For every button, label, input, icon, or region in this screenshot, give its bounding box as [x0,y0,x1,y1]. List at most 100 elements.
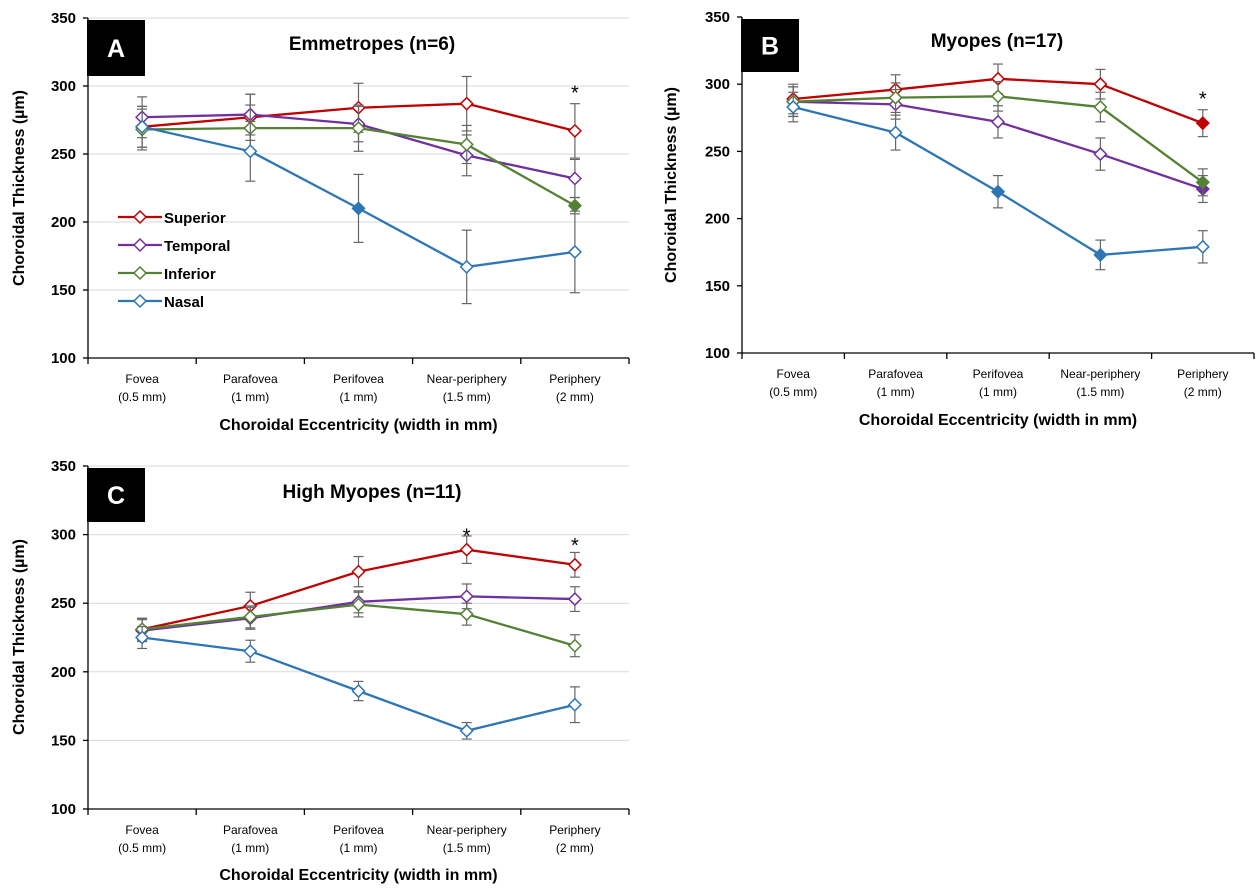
y-tick-label: 200 [51,214,76,231]
significance-marker: * [463,526,471,548]
y-tick-label: 150 [51,282,76,299]
panel-letter-box [87,468,145,522]
legend-label: Nasal [164,294,204,311]
y-tick-label: 350 [51,10,76,27]
data-point-marker [459,723,474,738]
data-point-marker [1093,99,1108,115]
data-point-marker [1093,247,1108,262]
data-point-marker [243,144,258,159]
data-point-marker [567,592,582,607]
legend-label: Superior [164,210,226,227]
data-point-marker [1195,175,1210,190]
x-tick-label: (0.5 mm) [118,390,166,404]
data-point-marker [459,607,474,622]
x-tick-label: (0.5 mm) [769,385,817,399]
data-point-marker [567,171,582,186]
x-axis-title: Choroidal Eccentricity (width in mm) [219,417,497,434]
panel-letter-box [87,20,145,76]
y-tick-label: 100 [705,345,730,362]
x-tick-label: Parafovea [868,367,923,381]
series-nasal [786,91,1210,271]
chart-title: Emmetropes (n=6) [289,34,455,55]
data-point-marker [1195,239,1210,254]
legend-swatch-marker [132,209,148,225]
data-point-marker [567,198,582,213]
legend: Superior Temporal Inferior Nasal [118,209,230,311]
y-tick-label: 100 [51,350,76,367]
data-point-marker [459,137,474,152]
significance-marker: * [571,535,579,557]
y-tick-label: 300 [51,78,76,95]
data-point-marker [786,99,801,115]
x-tick-label: (1 mm) [877,385,915,399]
y-tick-label: 350 [51,458,76,475]
x-tick-label: (0.5 mm) [118,841,166,855]
data-point-marker [1093,77,1108,92]
x-tick-label: Parafovea [223,372,278,386]
x-tick-label: (1 mm) [231,841,269,855]
x-tick-label: (1.5 mm) [443,390,491,404]
y-tick-label: 250 [51,146,76,163]
data-point-marker [459,96,474,111]
y-axis-title: Choroidal Thickness (µm) [11,539,28,735]
panel-letter: C [107,482,125,510]
data-point-marker [567,123,582,138]
legend-swatch-marker [132,293,148,309]
x-axis-title: Choroidal Eccentricity (width in mm) [219,867,497,884]
y-tick-label: 150 [51,732,76,749]
x-tick-label: (2 mm) [1184,385,1222,399]
data-point-marker [888,90,903,105]
x-tick-label: Fovea [125,372,159,386]
data-point-marker [351,201,366,216]
series-superior [135,535,582,641]
x-axis-title: Choroidal Eccentricity (width in mm) [859,412,1137,429]
x-tick-label: Periphery [549,372,600,386]
y-tick-label: 200 [51,664,76,681]
x-tick-label: (2 mm) [556,841,594,855]
x-tick-label: Periphery [549,823,600,837]
y-tick-label: 350 [705,9,730,26]
legend-label: Inferior [164,266,216,283]
x-tick-label: Parafovea [223,823,278,837]
x-tick-label: (1 mm) [340,841,378,855]
significance-marker: * [571,82,579,104]
y-axis-title: Choroidal Thickness (µm) [663,87,680,283]
x-tick-label: Perifovea [973,367,1024,381]
y-tick-label: 150 [705,278,730,295]
x-tick-label: (2 mm) [556,390,594,404]
data-point-marker [1093,147,1108,162]
legend-swatch-marker [132,265,148,281]
chart-panel-a: 100 150 200 250 300 350 Fovea (0.5 mm) Parafovea… [11,10,630,434]
panel-letter: B [761,33,779,61]
y-axis-title: Choroidal Thickness (µm) [11,90,28,286]
data-point-marker [567,697,582,712]
data-point-marker [135,630,150,645]
data-point-marker [567,557,582,572]
x-tick-label: (1.5 mm) [443,841,491,855]
x-tick-label: (1 mm) [231,390,269,404]
data-point-marker [459,589,474,604]
y-tick-label: 300 [705,76,730,93]
y-tick-label: 200 [705,211,730,228]
x-tick-label: Near-periphery [1060,367,1140,381]
legend-item-nasal: Nasal [118,293,204,311]
legend-item-inferior: Inferior [118,265,216,283]
x-tick-label: Near-periphery [427,823,507,837]
data-point-marker [135,119,150,134]
x-tick-label: Fovea [125,823,159,837]
data-point-marker [1195,116,1210,131]
y-tick-label: 250 [705,143,730,160]
data-point-marker [888,125,903,140]
data-point-marker [567,244,582,259]
x-tick-label: Perifovea [333,823,384,837]
data-point-marker [351,683,366,699]
data-point-marker [990,184,1006,199]
data-point-marker [243,609,258,624]
data-point-marker [243,644,258,659]
data-point-marker [990,114,1006,129]
data-point-marker [459,542,474,557]
panel-letter: A [107,35,125,63]
data-point-marker [459,259,474,274]
chart-title: High Myopes (n=11) [283,482,462,503]
